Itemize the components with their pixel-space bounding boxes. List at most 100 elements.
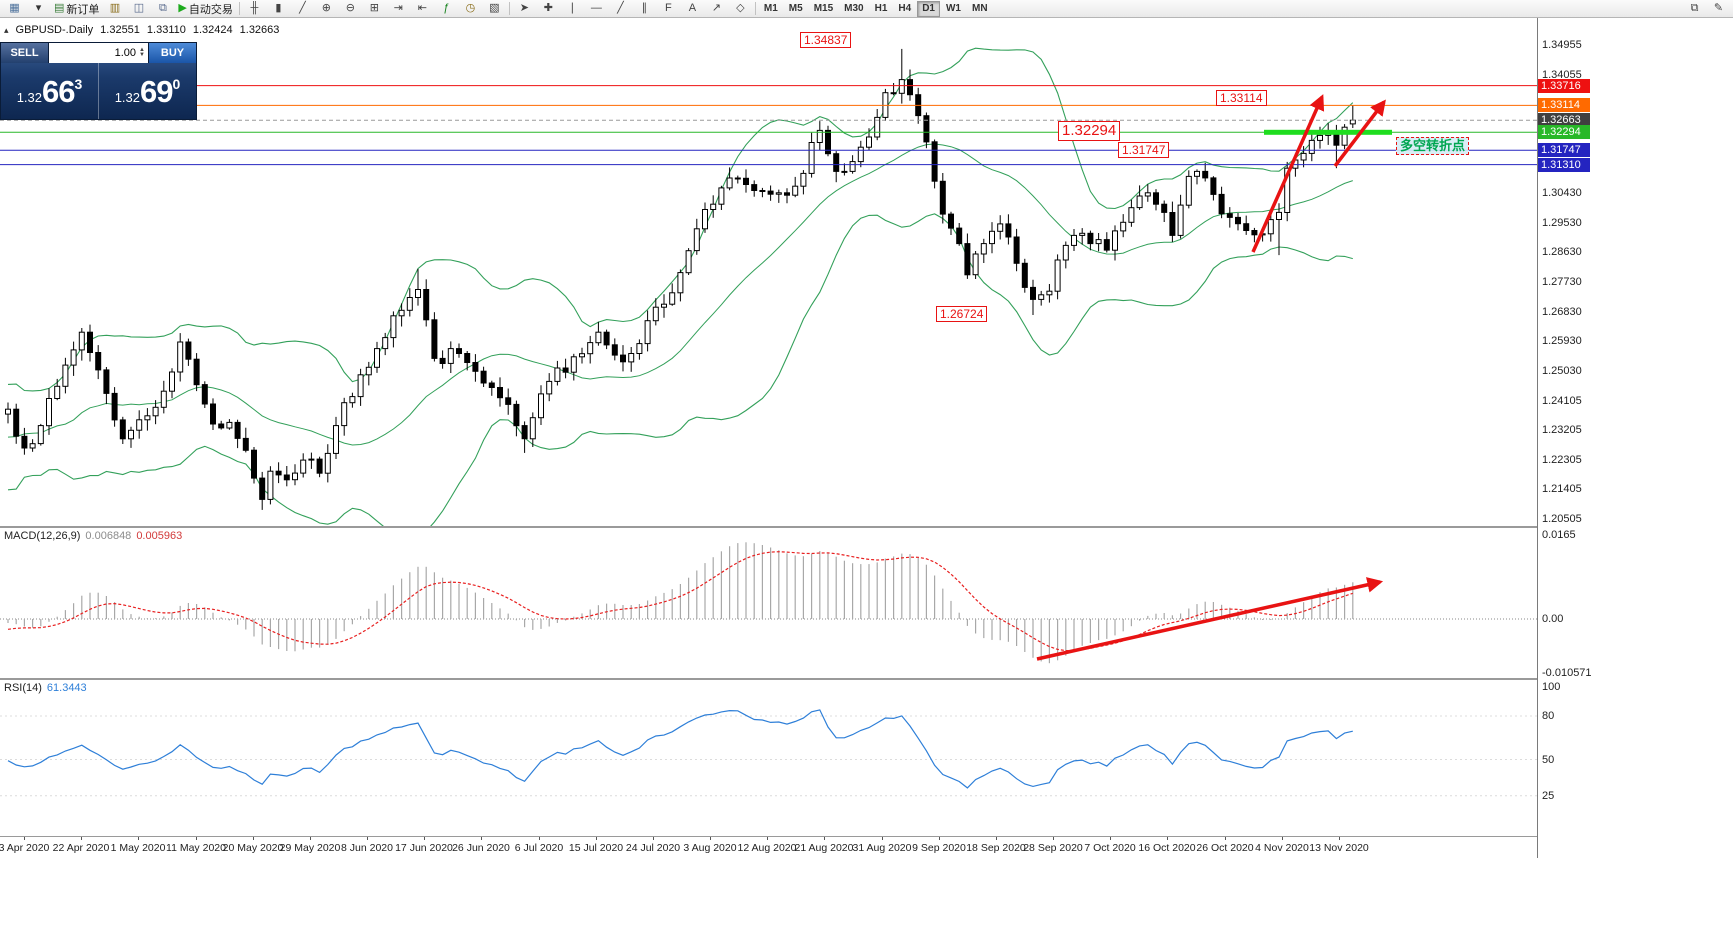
- price-tick-label: 1.30430: [1542, 187, 1582, 200]
- text-label-button[interactable]: A: [681, 0, 704, 17]
- panel-separator: [0, 836, 1600, 837]
- date-tick: [481, 837, 482, 840]
- toolbar-right-group: ⧉ ✎: [1683, 0, 1730, 17]
- timeframe-m15-button[interactable]: M15: [813, 2, 834, 14]
- sell-button[interactable]: SELL: [1, 43, 49, 63]
- volume-spinner[interactable]: ▲ ▼: [139, 47, 145, 58]
- channel-button[interactable]: ∥: [633, 0, 656, 17]
- chart-shift-icon: ⇤: [417, 2, 427, 14]
- timeframe-h1-button[interactable]: H1: [874, 2, 888, 14]
- annotation-price-126724[interactable]: 1.26724: [936, 306, 988, 322]
- date-tick: [138, 837, 139, 840]
- date-label: 3 Aug 2020: [683, 842, 737, 854]
- annotation-price-131747[interactable]: 1.31747: [1118, 142, 1170, 158]
- date-label: 1 May 2020: [110, 842, 166, 854]
- date-tick: [1339, 837, 1340, 840]
- market-watch-icon: ▥: [109, 2, 121, 14]
- buy-price[interactable]: 1.32 69 0: [98, 63, 196, 119]
- annotation-price-132294[interactable]: 1.32294: [1058, 121, 1121, 141]
- auto-scroll-button[interactable]: ⇥: [387, 0, 410, 17]
- sell-price-pipette: 3: [74, 75, 83, 92]
- new-order-button[interactable]: ▤ 新订单: [51, 0, 102, 17]
- price-tick-label: 1.26830: [1542, 305, 1582, 318]
- new-chart-icon: ▦: [9, 2, 20, 14]
- trend-line-button[interactable]: ╱: [609, 0, 632, 17]
- crosshair-button[interactable]: ✚: [537, 0, 560, 17]
- periods-button[interactable]: ◷: [459, 0, 482, 17]
- panel-separator[interactable]: [0, 678, 1600, 680]
- date-label: 6 Jul 2020: [514, 842, 564, 854]
- date-label: 12 Aug 2020: [737, 842, 797, 854]
- macd-signal-line: [7, 551, 1353, 652]
- timeframe-d1-button[interactable]: D1: [917, 0, 940, 17]
- market-watch-button[interactable]: ▥: [103, 0, 126, 17]
- main-price-chart[interactable]: [0, 18, 1537, 526]
- shapes-button[interactable]: ◇: [729, 0, 752, 17]
- annotation-price-134837[interactable]: 1.34837: [800, 32, 852, 48]
- navigator-button[interactable]: ⧉: [151, 0, 174, 17]
- date-tick: [253, 837, 254, 840]
- chart-dropdown-button[interactable]: ▾: [27, 0, 50, 17]
- chart-shift-button[interactable]: ⇤: [411, 0, 434, 17]
- auto-scroll-icon: ⇥: [393, 2, 403, 14]
- price-tick-label: 1.27730: [1542, 275, 1582, 288]
- bar-chart-mode-button[interactable]: ╫: [243, 0, 266, 17]
- cursor-icon: ➤: [519, 2, 529, 14]
- fibonacci-icon: F: [665, 2, 672, 14]
- rsi-name: RSI(14): [4, 682, 42, 694]
- buy-price-big: 69: [140, 73, 173, 109]
- macd-panel[interactable]: [0, 528, 1537, 678]
- timeframe-mn-button[interactable]: MN: [971, 2, 988, 14]
- fibonacci-button[interactable]: F: [657, 0, 680, 17]
- volume-input[interactable]: 1.00 ▲ ▼: [49, 43, 148, 63]
- annotation-price-133114[interactable]: 1.33114: [1216, 90, 1267, 106]
- new-chart-button[interactable]: ▦: [3, 0, 26, 17]
- indicators-button[interactable]: ƒ: [435, 0, 458, 17]
- symbol-period-label: GBPUSD-.Daily: [15, 24, 94, 36]
- date-tick: [1110, 837, 1111, 840]
- zoom-in-button[interactable]: ⊕: [315, 0, 338, 17]
- spin-down-icon[interactable]: ▼: [139, 52, 145, 58]
- line-chart-mode-button[interactable]: ╱: [291, 0, 314, 17]
- annotation-turning-point-note[interactable]: 多空转折点: [1396, 137, 1470, 155]
- window-layout-button[interactable]: ⧉: [1683, 0, 1706, 17]
- edit-button[interactable]: ✎: [1707, 0, 1730, 17]
- cursor-button[interactable]: ➤: [513, 0, 536, 17]
- vertical-line-button[interactable]: ❘: [561, 0, 584, 17]
- data-window-button[interactable]: ◫: [127, 0, 150, 17]
- spin-up-icon[interactable]: ▲: [139, 47, 145, 53]
- price-axis[interactable]: 1.34955 1.34055 1.30430 1.29530 1.28630 1.277…: [1537, 18, 1600, 858]
- candlestick-mode-button[interactable]: ▮: [267, 0, 290, 17]
- ohlc-low: 1.32424: [192, 24, 233, 36]
- buy-button[interactable]: BUY: [148, 43, 196, 63]
- indicators-icon: ƒ: [443, 2, 450, 14]
- date-label: 15 Jul 2020: [568, 842, 624, 854]
- date-tick: [1053, 837, 1054, 840]
- price-tick-label: 1.28630: [1542, 246, 1582, 259]
- date-label: 28 Sep 2020: [1023, 842, 1083, 854]
- zoom-out-button[interactable]: ⊖: [339, 0, 362, 17]
- collapse-toggle-icon[interactable]: ▴: [4, 24, 9, 35]
- timeframe-m5-button[interactable]: M5: [788, 2, 803, 14]
- sell-price[interactable]: 1.32 66 3: [1, 63, 98, 119]
- autotrading-button[interactable]: ▶ 自动交易: [175, 0, 235, 17]
- zoom-out-icon: ⊖: [345, 2, 355, 14]
- panel-separator[interactable]: [0, 526, 1600, 528]
- price-tick-label: 1.24105: [1542, 394, 1582, 407]
- templates-button[interactable]: ▧: [483, 0, 506, 17]
- macd-signal-value: 0.005963: [136, 530, 183, 542]
- tile-windows-button[interactable]: ⊞: [363, 0, 386, 17]
- horizontal-line-button[interactable]: ―: [585, 0, 608, 17]
- autotrading-icon: ▶: [178, 2, 187, 14]
- timeframe-m1-button[interactable]: M1: [763, 2, 778, 14]
- toolbar: ▦ ▾ ▤ 新订单 ▥ ◫ ⧉ ▶ 自动交易 ╫ ▮ ╱ ⊕ ⊖ ⊞ ⇥ ⇤ ƒ ◷ ▧ ➤ ✚ ❘ ― ╱ ∥ F A ↗ ◇ M1…: [0, 0, 1733, 18]
- timeframe-w1-button[interactable]: W1: [945, 2, 961, 14]
- time-axis[interactable]: 3 Apr 2020 22 Apr 2020 1 May 2020 11 May 20…: [0, 837, 1537, 858]
- timeframe-h4-button[interactable]: H4: [898, 2, 912, 14]
- rsi-panel[interactable]: [0, 680, 1537, 836]
- trend-arrow: [1333, 99, 1386, 168]
- date-tick: [367, 837, 368, 840]
- arrow-tool-button[interactable]: ↗: [705, 0, 728, 17]
- timeframe-m30-button[interactable]: M30: [844, 2, 864, 14]
- date-label: 4 Nov 2020: [1255, 842, 1309, 854]
